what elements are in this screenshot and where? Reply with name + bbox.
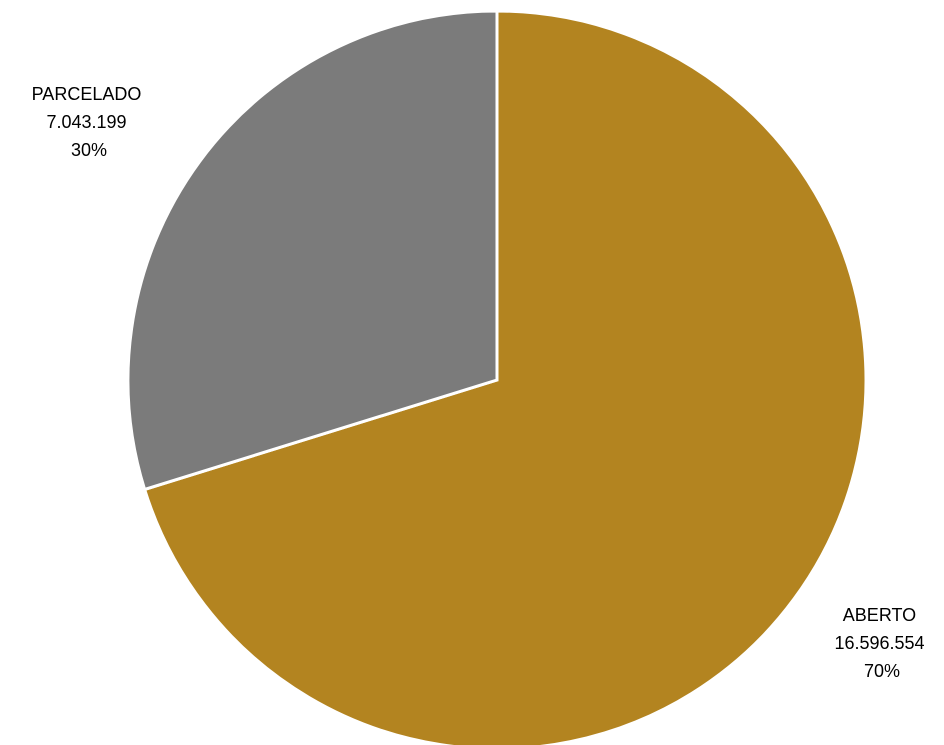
slice-label-parcelado: PARCELADO 7.043.199 30% bbox=[32, 84, 147, 160]
pie-slice-aberto bbox=[142, 9, 868, 745]
parcelado-percent-label: 30% bbox=[71, 140, 107, 160]
slice-label-aberto: ABERTO 16.596.554 70% bbox=[834, 605, 929, 681]
aberto-value-label: 16.596.554 bbox=[834, 633, 924, 653]
parcelado-category-label: PARCELADO bbox=[32, 84, 142, 104]
pie-slices bbox=[126, 9, 868, 745]
aberto-category-label: ABERTO bbox=[843, 605, 916, 625]
pie-slice-parcelado bbox=[126, 9, 499, 492]
aberto-percent-label: 70% bbox=[864, 661, 900, 681]
parcelado-value-label: 7.043.199 bbox=[46, 112, 126, 132]
